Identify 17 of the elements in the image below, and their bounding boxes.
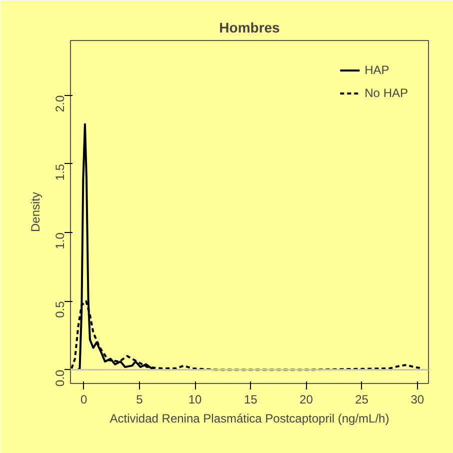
y-axis-title: Density xyxy=(28,192,42,232)
y-tick-label: 2.0 xyxy=(53,95,67,112)
x-tick-label: 25 xyxy=(355,392,369,406)
x-tick-label: 15 xyxy=(244,392,258,406)
chart-title: Hombres xyxy=(219,20,280,36)
legend-label: No HAP xyxy=(364,86,408,100)
x-tick-label: 0 xyxy=(80,392,88,406)
y-tick-label: 1.0 xyxy=(53,232,67,250)
x-tick-label: 30 xyxy=(410,392,424,406)
x-tick-label: 5 xyxy=(136,392,144,406)
legend-label: HAP xyxy=(364,63,390,77)
x-tick-label: 20 xyxy=(300,392,314,406)
x-tick-label: 10 xyxy=(188,392,202,406)
y-tick-label: 0.5 xyxy=(53,300,67,318)
y-tick-label: 0.0 xyxy=(53,369,67,386)
y-tick-label: 1.5 xyxy=(53,164,67,181)
x-axis-title: Actividad Renina Plasmática Postcaptopril (ng/mL/h) xyxy=(110,412,390,426)
